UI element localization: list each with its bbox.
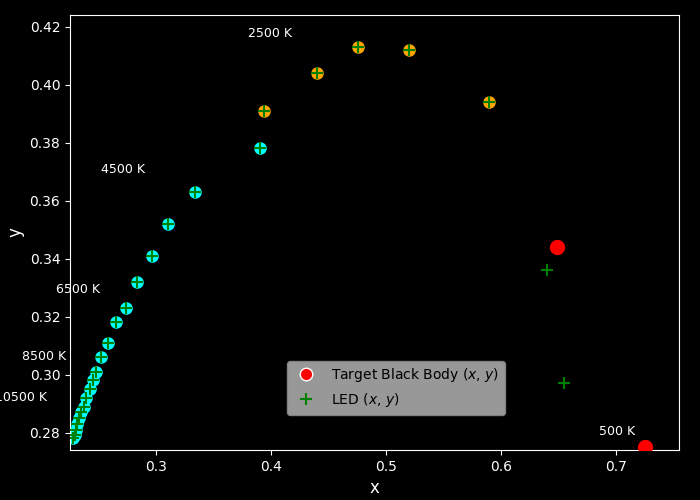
Text: 6500 K: 6500 K: [56, 284, 100, 296]
X-axis label: x: x: [370, 480, 379, 498]
Text: 8500 K: 8500 K: [22, 350, 66, 363]
Text: 10500 K: 10500 K: [0, 390, 48, 404]
Y-axis label: y: y: [6, 228, 24, 237]
Text: 4500 K: 4500 K: [101, 163, 145, 176]
Text: 500 K: 500 K: [598, 426, 635, 438]
Legend: Target Black Body ($x$, $y$), LED ($x$, $y$): Target Black Body ($x$, $y$), LED ($x$, …: [287, 360, 505, 415]
Text: 2500 K: 2500 K: [248, 26, 292, 40]
